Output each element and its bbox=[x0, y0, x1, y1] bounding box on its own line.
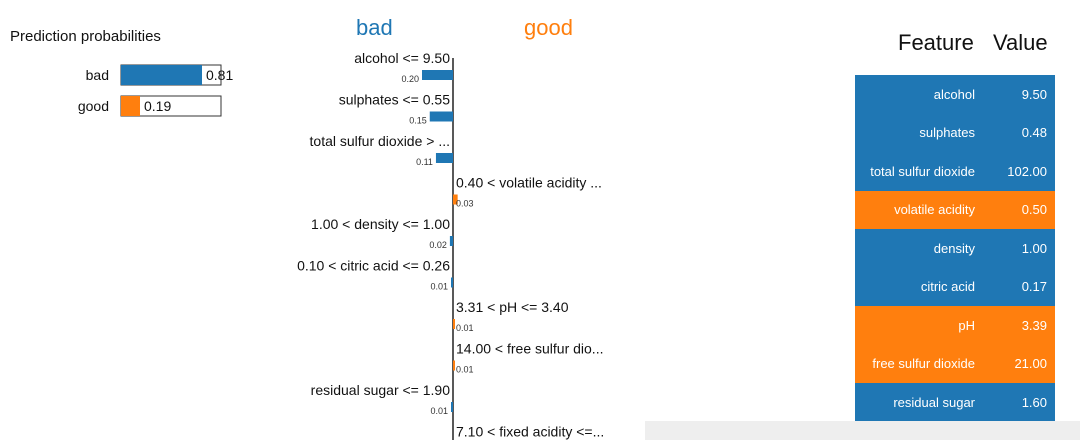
table-cell-feature: alcohol bbox=[933, 86, 975, 102]
contribution-value: 0.01 bbox=[430, 406, 448, 416]
contribution-bar-bad bbox=[451, 277, 453, 288]
contribution-value: 0.20 bbox=[401, 74, 419, 84]
feature-rule-label: 1.00 < density <= 1.00 bbox=[311, 216, 450, 232]
table-cell-feature: sulphates bbox=[919, 125, 975, 141]
table-cell-value: 1.60 bbox=[1021, 394, 1047, 410]
feature-rule-label: total sulfur dioxide > ... bbox=[310, 133, 450, 149]
class-label-good: good bbox=[524, 15, 573, 40]
table-cell-feature: residual sugar bbox=[893, 394, 975, 410]
feature-rule-label: 7.10 < fixed acidity <=... bbox=[456, 424, 604, 440]
feature-value-table: Feature Value alcohol 9.50 sulphates 0.48 to… bbox=[645, 0, 1080, 440]
contribution-value: 0.02 bbox=[429, 240, 447, 250]
probability-bar-bad bbox=[121, 65, 202, 85]
bottom-divider bbox=[645, 421, 1080, 440]
table-row: density 1.00 bbox=[855, 229, 1055, 268]
table-cell-value: 102.00 bbox=[1007, 163, 1047, 179]
table-cell-value: 1.00 bbox=[1021, 240, 1047, 256]
feature-rule-label: 0.10 < citric acid <= 0.26 bbox=[297, 258, 450, 274]
table-cell-feature: pH bbox=[958, 317, 975, 333]
contribution-value: 0.03 bbox=[456, 199, 474, 209]
feature-rule-label: 3.31 < pH <= 3.40 bbox=[456, 299, 569, 315]
table-row: sulphates 0.48 bbox=[855, 113, 1055, 152]
feature-contributions-panel: bad good alcohol <= 9.50 0.20 sulphates <= 0… bbox=[270, 0, 650, 440]
table-header-value: Value bbox=[993, 30, 1048, 55]
feature-rule-label: residual sugar <= 1.90 bbox=[311, 382, 451, 398]
probability-value-good: 0.19 bbox=[144, 98, 171, 114]
table-cell-feature: volatile acidity bbox=[894, 202, 975, 218]
contribution-value: 0.01 bbox=[456, 323, 474, 333]
feature-rule-label: 0.40 < volatile acidity ... bbox=[456, 175, 602, 191]
table-cell-value: 21.00 bbox=[1014, 356, 1047, 372]
contribution-bar-good bbox=[453, 319, 455, 329]
probabilities-title: Prediction probabilities bbox=[10, 28, 161, 45]
table-cell-feature: free sulfur dioxide bbox=[872, 356, 975, 372]
table-cell-feature: total sulfur dioxide bbox=[870, 163, 975, 179]
table-row: volatile acidity 0.50 bbox=[855, 190, 1055, 229]
table-row: residual sugar 1.60 bbox=[855, 383, 1055, 422]
class-label-bad: bad bbox=[356, 15, 393, 40]
contribution-value: 0.11 bbox=[416, 157, 433, 167]
table-cell-feature: citric acid bbox=[920, 279, 975, 295]
table-row: citric acid 0.17 bbox=[855, 267, 1055, 306]
contribution-bar-bad bbox=[435, 153, 453, 163]
table-cell-value: 0.17 bbox=[1021, 279, 1047, 295]
table-cell-feature: density bbox=[933, 240, 975, 256]
probability-bar-good bbox=[121, 96, 140, 116]
contribution-bar-bad bbox=[422, 70, 453, 80]
probability-value-bad: 0.81 bbox=[206, 67, 233, 83]
table-cell-value: 0.48 bbox=[1021, 125, 1047, 141]
table-cell-value: 0.50 bbox=[1021, 202, 1047, 218]
contribution-bar-bad bbox=[429, 111, 453, 122]
table-cell-value: 3.39 bbox=[1021, 317, 1047, 333]
contribution-bar-bad bbox=[449, 236, 453, 246]
contribution-value: 0.15 bbox=[409, 116, 427, 126]
table-body: alcohol 9.50 sulphates 0.48 total sulfur dio… bbox=[855, 75, 1055, 422]
feature-rule-label: alcohol <= 9.50 bbox=[354, 50, 450, 66]
table-row: alcohol 9.50 bbox=[855, 75, 1055, 114]
prediction-probabilities-panel: Prediction probabilities bad 0.81 good 0.19 bbox=[0, 0, 270, 160]
feature-rule-label: 14.00 < free sulfur dio... bbox=[456, 341, 603, 357]
table-header-feature: Feature bbox=[898, 30, 974, 55]
table-cell-value: 9.50 bbox=[1021, 86, 1047, 102]
prediction-probabilities-chart: Prediction probabilities bad 0.81 good 0.19 bbox=[10, 28, 233, 117]
contribution-bar-bad bbox=[451, 402, 453, 412]
contribution-bar-good bbox=[453, 360, 455, 371]
probability-label-good: good bbox=[78, 98, 109, 114]
feature-rule-label: sulphates <= 0.55 bbox=[339, 92, 451, 108]
table-row: free sulfur dioxide 21.00 bbox=[855, 344, 1055, 383]
feature-contributions-chart: bad good alcohol <= 9.50 0.20 sulphates <= 0… bbox=[297, 15, 604, 440]
table-row: pH 3.39 bbox=[855, 306, 1055, 345]
contribution-bar-good bbox=[453, 194, 458, 205]
contribution-value: 0.01 bbox=[430, 282, 448, 292]
contribution-value: 0.01 bbox=[456, 365, 474, 375]
table-row: total sulfur dioxide 102.00 bbox=[855, 152, 1055, 191]
probability-label-bad: bad bbox=[86, 67, 109, 83]
